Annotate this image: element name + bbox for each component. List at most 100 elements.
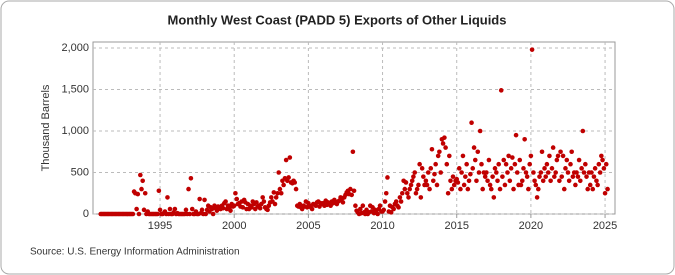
y-axis-label: Thousand Barrels [40,84,52,171]
data-point [550,145,556,150]
data-point [388,210,394,215]
data-point [597,170,603,175]
data-point [498,88,504,93]
source: Source: U.S. Energy Information Administ… [30,247,240,258]
data-point [475,149,481,155]
data-point [487,182,493,188]
data-point [443,145,448,150]
data-point [383,190,389,196]
x-tick-label: 2025 [593,220,617,232]
data-point [533,182,539,188]
data-point [522,137,527,142]
data-point [293,186,299,192]
data-point [430,178,436,184]
data-point [455,180,461,185]
data-point [456,166,462,171]
data-point [210,211,216,217]
data-point [575,174,581,179]
data-point [156,188,162,194]
plot-area [92,41,616,215]
data-point [461,182,467,188]
data-point [275,190,280,196]
data-point [561,186,567,192]
data-point [496,161,502,167]
data-point [240,205,246,210]
data-point [271,190,277,195]
data-point [188,176,194,181]
data-point [564,157,570,163]
data-point [464,161,469,167]
data-point [157,207,163,213]
data-point [438,170,444,175]
data-point [468,171,473,177]
data-point [601,166,607,171]
data-point [584,174,589,179]
data-point [566,178,572,184]
data-point [381,207,387,213]
data-point [558,149,563,155]
data-point [138,172,143,178]
data-point [492,166,498,171]
data-point [130,211,136,217]
data-point [450,174,456,179]
data-point [469,120,474,125]
data-point [534,195,540,200]
data-point [596,161,602,167]
data-point [542,166,547,171]
y-tick-label: 1,500 [61,83,89,95]
data-point [580,128,586,134]
data-point [281,182,286,188]
data-point [460,153,466,159]
x-tick-label: 1995 [148,220,172,232]
data-point [573,182,578,188]
data-point [559,174,565,179]
data-point [587,182,593,188]
data-point [406,195,411,200]
data-point [286,175,291,180]
data-point [471,145,477,150]
data-point [353,203,358,208]
data-point [377,203,383,208]
data-point [257,205,263,211]
y-tick-label: 1,000 [61,125,89,137]
chart-title: Monthly West Coast (PADD 5) Exports of O… [168,12,507,27]
data-point [581,170,587,175]
data-point [277,186,283,192]
data-point [409,178,415,184]
data-point [543,174,549,179]
data-point [136,211,142,217]
data-point [223,199,228,204]
data-point [437,149,442,155]
data-point [531,170,536,175]
x-tick-label: 2010 [370,220,394,232]
data-point [529,47,535,52]
data-point [555,153,561,159]
data-point [590,186,596,192]
data-point [447,153,452,159]
data-point [435,153,441,159]
data-point [579,166,584,171]
data-point [260,195,265,200]
data-point [513,132,519,138]
data-point [554,157,560,163]
x-tick-label: 2005 [296,220,320,232]
data-point [521,166,526,171]
data-point [602,190,608,196]
data-point [519,178,525,184]
data-point [167,206,173,212]
data-point [592,166,598,171]
data-point [165,195,170,200]
data-point [141,207,147,213]
data-point [490,174,495,179]
data-point [350,149,356,155]
data-point [423,178,429,184]
data-point [517,157,523,163]
data-point [399,190,405,196]
data-point [418,195,424,200]
data-point [203,211,209,217]
data-point [287,155,293,160]
y-tick-label: 500 [71,166,89,178]
data-point [398,199,404,204]
data-point [272,201,278,207]
